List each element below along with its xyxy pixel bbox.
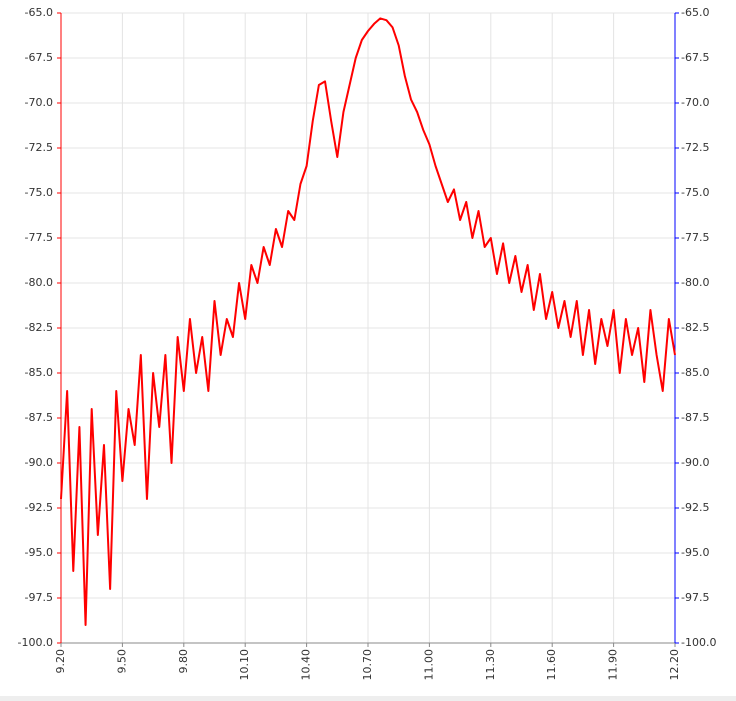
y-tick-label: -87.5 [25,411,53,424]
y-tick-label: -75.0 [25,186,53,199]
y2-tick-label: -82.5 [681,321,709,334]
y-tick-label: -77.5 [25,231,53,244]
y2-tick-label: -97.5 [681,591,709,604]
y2-tick-label: -65.0 [681,6,709,19]
x-tick-label: 10.10 [238,649,251,681]
y-tick-label: -80.0 [25,276,53,289]
y2-tick-label: -95.0 [681,546,709,559]
x-tick-label: 9.20 [54,649,67,674]
y2-tick-label: -100.0 [681,636,716,649]
y-tick-label: -65.0 [25,6,53,19]
y2-tick-label: -75.0 [681,186,709,199]
y2-tick-label: -87.5 [681,411,709,424]
x-tick-label: 9.50 [115,649,128,674]
y-tick-label: -90.0 [25,456,53,469]
y-tick-label: -82.5 [25,321,53,334]
y-tick-label: -100.0 [18,636,53,649]
y-tick-label: -70.0 [25,96,53,109]
y2-tick-label: -92.5 [681,501,709,514]
y-tick-label: -85.0 [25,366,53,379]
data-line [60,17,676,626]
x-tick-label: 9.80 [177,649,190,674]
y-tick-label: -67.5 [25,51,53,64]
y2-tick-label: -72.5 [681,141,709,154]
x-tick-label: 11.60 [545,649,558,681]
x-tick-label: 11.30 [484,649,497,681]
y2-tick-label: -77.5 [681,231,709,244]
x-tick-label: 10.70 [361,649,374,681]
y-tick-label: -97.5 [25,591,53,604]
x-tick-label: 11.90 [607,649,620,681]
y2-tick-label: -85.0 [681,366,709,379]
y2-tick-label: -70.0 [681,96,709,109]
x-tick-label: 11.00 [422,649,435,681]
x-tick-label: 10.40 [300,649,313,681]
x-tick-label: 12.20 [668,649,681,681]
bottom-strip [0,696,736,701]
y2-tick-label: -80.0 [681,276,709,289]
y-tick-label: -92.5 [25,501,53,514]
y2-tick-label: -90.0 [681,456,709,469]
y-tick-label: -72.5 [25,141,53,154]
y2-tick-label: -67.5 [681,51,709,64]
y-tick-label: -95.0 [25,546,53,559]
